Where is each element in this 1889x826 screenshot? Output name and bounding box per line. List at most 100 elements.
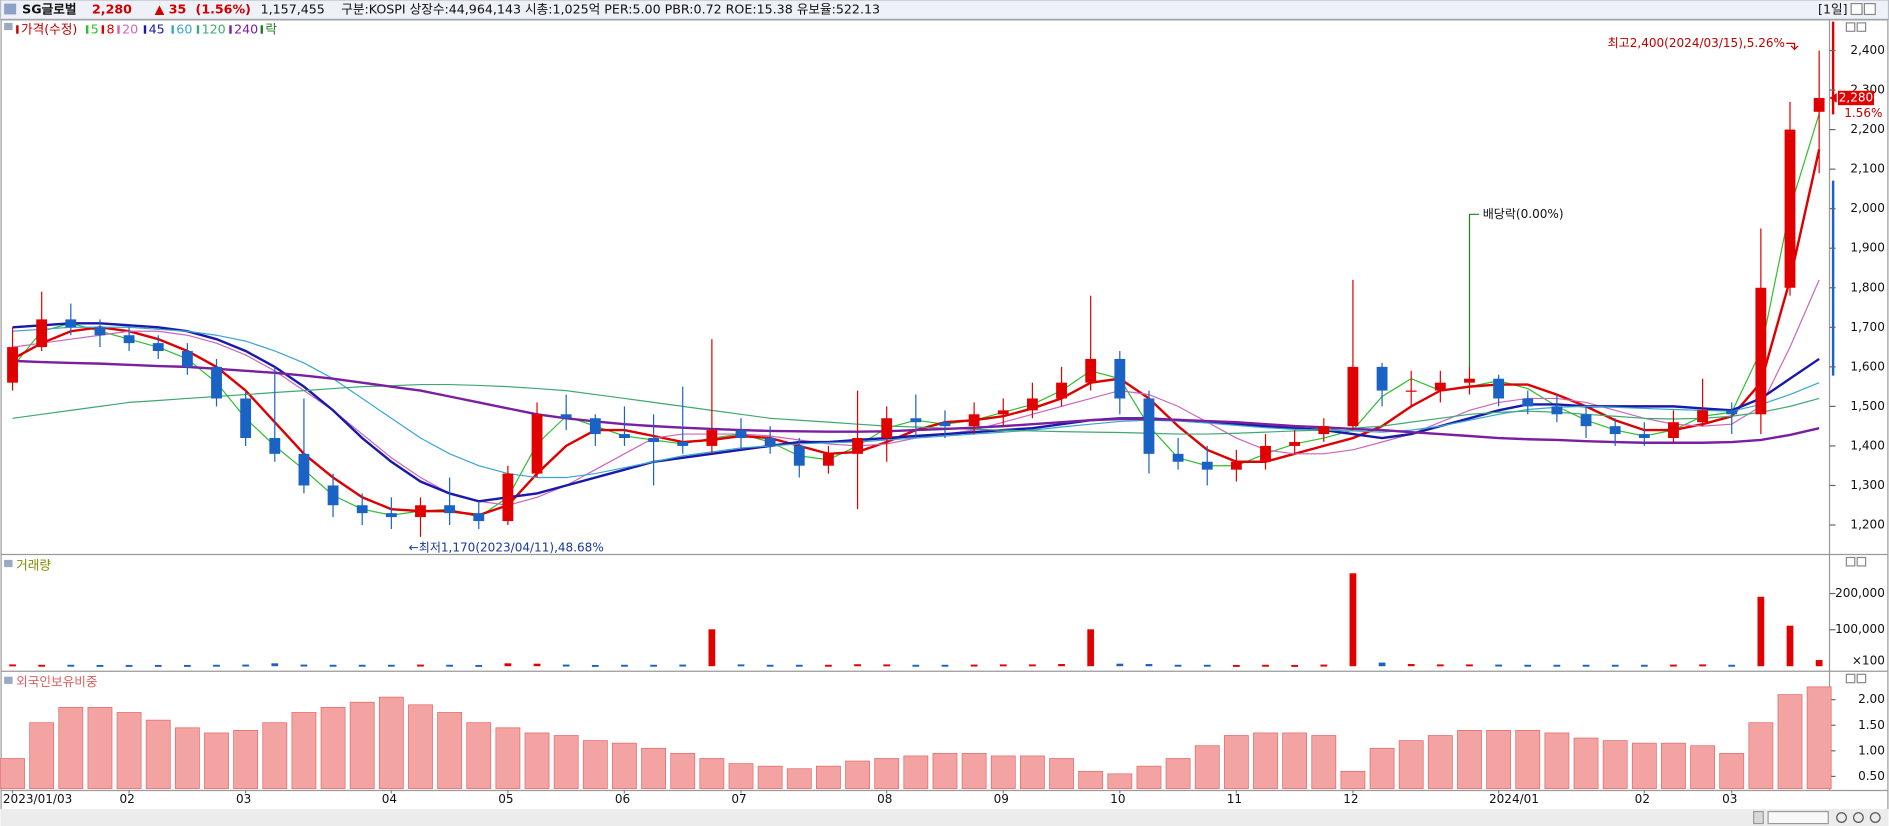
chart-layer: 1,200 1,300 1,400 1,500 1,600 1,700 1,800 1,900… xyxy=(0,22,1885,806)
candle-body xyxy=(123,335,135,344)
candle-body xyxy=(1551,406,1563,415)
y-tick-label: 1,400 xyxy=(1850,438,1884,452)
panel-button[interactable] xyxy=(1845,556,1856,567)
panel-button[interactable] xyxy=(1856,673,1867,684)
foreign-ratio-bar xyxy=(641,747,666,790)
legend-label: 가격(수정) xyxy=(21,22,77,37)
window-button[interactable] xyxy=(1863,3,1876,16)
y-tick-label: 100,000 xyxy=(1835,622,1885,636)
volume-bar xyxy=(883,664,891,667)
volume-bar xyxy=(1174,664,1182,667)
foreign-ratio-bar xyxy=(524,732,550,790)
candle-body xyxy=(1405,390,1417,392)
legend-marker xyxy=(229,25,232,34)
foreign-ratio-bar xyxy=(1427,735,1453,790)
panel-button[interactable] xyxy=(1856,556,1867,567)
foreign-ratio-bar xyxy=(495,727,521,790)
zoom-button[interactable] xyxy=(1869,812,1881,823)
foreign-ratio-bar xyxy=(262,722,288,790)
foreign-ratio-bar xyxy=(874,758,900,790)
legend-label: 5 xyxy=(91,22,99,37)
foreign-ratio-bar xyxy=(29,722,55,790)
period[interactable]: [1일] xyxy=(1818,2,1848,17)
volume-bar xyxy=(999,664,1007,667)
foreign-ratio-bar xyxy=(816,765,841,790)
candle-body xyxy=(240,398,252,439)
panel-icon[interactable] xyxy=(4,559,13,568)
candle-body xyxy=(1143,398,1155,454)
volume-bar xyxy=(795,664,803,667)
foreign-ratio-bar xyxy=(553,735,579,790)
candle-body xyxy=(1347,366,1359,427)
volume-bar xyxy=(1029,664,1036,667)
candle-body xyxy=(560,414,572,419)
volume-bar xyxy=(329,664,337,667)
x-tick-label: 03 xyxy=(236,792,251,806)
candle-body xyxy=(356,505,368,514)
candle-body xyxy=(648,438,660,442)
volume-bar xyxy=(446,664,453,667)
volume-bar xyxy=(825,664,832,667)
candle-body xyxy=(1376,366,1388,391)
volume-bar xyxy=(1466,664,1473,667)
x-tick-label: 08 xyxy=(877,792,892,806)
candle-body xyxy=(7,347,18,383)
y-tick-label: 1.50 xyxy=(1858,718,1885,732)
zoom-button[interactable] xyxy=(1836,812,1847,823)
candle-body xyxy=(1289,441,1301,446)
x-tick-label: 09 xyxy=(994,792,1009,806)
scrollbar[interactable] xyxy=(0,809,1889,826)
high-annotation: 최고2,400(2024/03/15),5.26% xyxy=(1608,36,1785,50)
panel-icon[interactable] xyxy=(4,676,13,684)
panel-button[interactable] xyxy=(1856,22,1867,32)
panel-title: 외국인보유비중 xyxy=(16,674,97,689)
candle-body xyxy=(211,366,222,399)
candle-body xyxy=(735,430,747,439)
window-button[interactable] xyxy=(1850,3,1863,16)
volume-bar xyxy=(1495,664,1502,667)
volume-bar xyxy=(1786,625,1794,667)
panel-icon[interactable] xyxy=(4,22,13,31)
zoom-button[interactable] xyxy=(1852,812,1864,823)
candle-body xyxy=(1668,422,1679,439)
volume-bar xyxy=(154,664,162,667)
volume-bar xyxy=(1728,664,1736,667)
scroll-thumb[interactable] xyxy=(1767,810,1829,825)
legend-marker xyxy=(101,25,105,34)
header-icon[interactable] xyxy=(4,3,17,15)
foreign-ratio-bar xyxy=(87,706,113,790)
trade-volume: 1,157,455 xyxy=(261,2,325,17)
volume-bar xyxy=(1815,660,1823,667)
dividend-line xyxy=(1468,213,1480,369)
scroll-button[interactable] xyxy=(1753,810,1764,825)
volume-bar xyxy=(358,664,366,667)
foreign-ratio-bar xyxy=(1544,732,1570,790)
candle-body xyxy=(764,438,776,446)
volume-bar xyxy=(271,663,279,667)
y-tick-label: 1,700 xyxy=(1850,320,1884,334)
candle-body xyxy=(1522,398,1534,407)
foreign-ratio-bar xyxy=(1107,773,1133,790)
foreign-ratio-bar xyxy=(1719,753,1745,790)
volume-bar xyxy=(1670,664,1677,667)
candle-body xyxy=(968,414,980,427)
y-tick-label: 1.00 xyxy=(1858,743,1885,757)
foreign-ratio-bar xyxy=(670,753,696,790)
foreign-ratio-bar xyxy=(1311,735,1337,790)
panel-button[interactable] xyxy=(1845,673,1856,684)
volume-bar xyxy=(621,664,628,667)
candle-body xyxy=(152,343,164,352)
y-tick-label: 2.00 xyxy=(1858,692,1885,706)
candle-body xyxy=(1580,414,1592,427)
volume-bar xyxy=(417,664,424,667)
panel-button[interactable] xyxy=(1845,22,1856,32)
foreign-ratio-bar xyxy=(990,755,1016,790)
dividend-annotation: 배당락(0.00%) xyxy=(1483,207,1564,221)
volume-bar xyxy=(912,664,920,667)
foreign-ratio-bar xyxy=(1602,740,1628,790)
foreign-ratio-bar xyxy=(903,755,929,790)
legend-label: 락 xyxy=(265,22,277,37)
foreign-ratio-bar xyxy=(0,758,25,790)
foreign-ratio-bar xyxy=(291,712,317,790)
